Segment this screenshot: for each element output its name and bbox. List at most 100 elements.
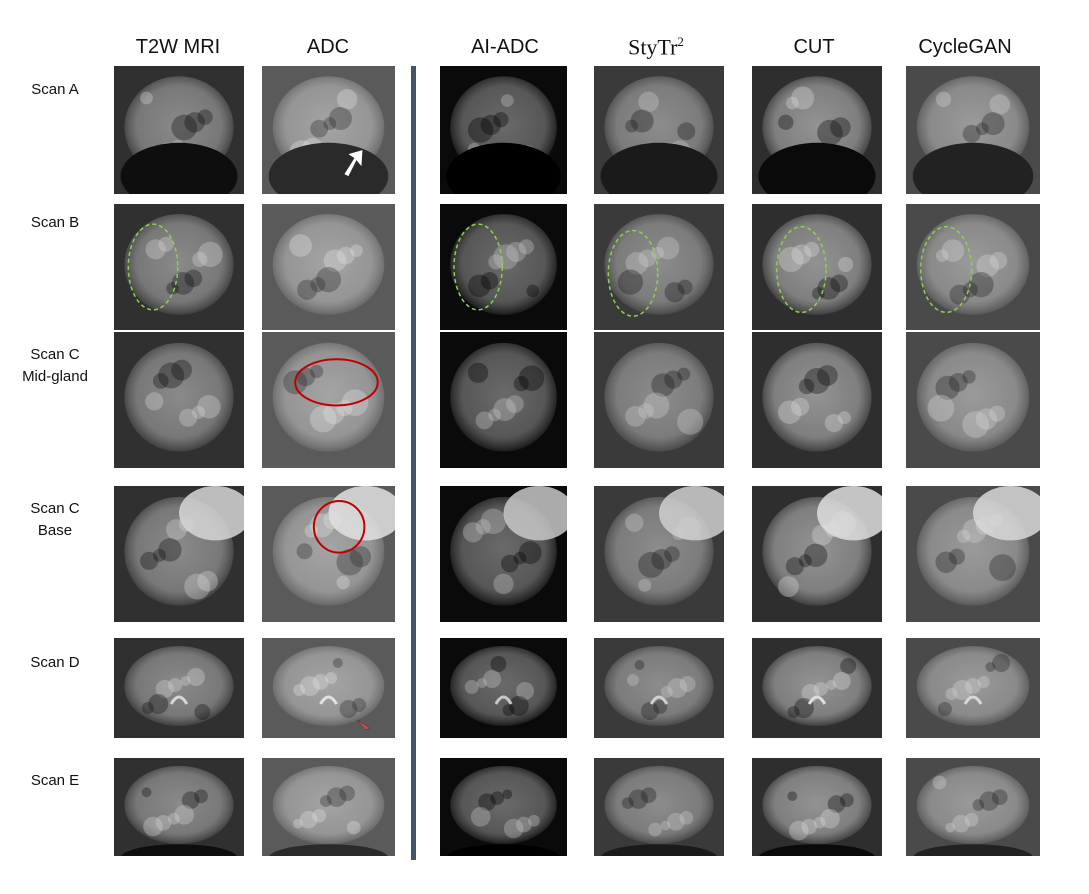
tissue-texture	[168, 678, 183, 692]
tissue-texture	[526, 284, 540, 298]
tissue-texture	[197, 241, 223, 267]
tissue-texture	[181, 791, 200, 809]
tissue-texture	[480, 272, 499, 290]
tissue-texture	[640, 787, 657, 804]
tissue-texture	[679, 810, 694, 825]
tissue-texture	[664, 546, 680, 562]
tissue-texture	[476, 678, 487, 688]
tissue-texture	[518, 365, 545, 391]
tissue-texture	[339, 785, 355, 802]
tissue-texture	[478, 793, 496, 811]
mri-image-d-adc	[262, 638, 395, 738]
tissue-texture	[638, 578, 652, 592]
tissue-texture	[798, 378, 815, 395]
tissue-texture	[804, 367, 830, 394]
tissue-texture	[643, 392, 670, 419]
tissue-texture	[812, 287, 825, 300]
column-header-stytr2: StyTr2	[576, 34, 736, 60]
red-arrow-icon	[357, 719, 371, 731]
column-header-cyclegan: CycleGAN	[918, 36, 1012, 58]
tissue-texture	[664, 370, 683, 389]
tissue-texture	[503, 818, 524, 839]
tissue-texture	[677, 367, 691, 381]
tissue-texture	[158, 362, 185, 389]
tissue-texture	[935, 249, 949, 262]
mri-image-d-stytr	[594, 638, 724, 738]
tissue-texture	[817, 365, 838, 386]
tissue-texture	[467, 362, 489, 383]
tissue-texture	[155, 680, 174, 698]
tissue-texture	[506, 395, 524, 413]
row-label-scan-d: Scan D	[0, 652, 110, 674]
tissue-texture	[328, 106, 352, 130]
mri-image-a-cyclegan	[906, 66, 1040, 194]
tissue-texture	[660, 820, 671, 831]
tissue-texture	[299, 810, 318, 829]
tissue-texture	[817, 119, 843, 146]
lesion-dashed-ellipse	[919, 225, 973, 314]
tissue-texture	[968, 272, 994, 298]
gland-tissue	[916, 342, 1030, 452]
tissue-texture	[480, 114, 501, 136]
bladder-region	[659, 486, 724, 541]
tissue-texture	[778, 576, 799, 598]
tissue-texture	[145, 239, 166, 260]
tissue-texture	[180, 676, 191, 686]
tissue-texture	[506, 241, 527, 262]
column-header-stytr2-label: StyTr	[628, 34, 678, 60]
tissue-texture	[490, 791, 505, 806]
tissue-texture	[158, 538, 182, 562]
tissue-texture	[638, 403, 654, 419]
tissue-texture	[493, 573, 514, 595]
tissue-texture	[309, 364, 324, 379]
mri-image-e-stytr	[594, 758, 724, 856]
rectum-region	[446, 844, 561, 856]
column-header-adc: ADC	[306, 36, 350, 58]
tissue-texture	[935, 551, 957, 573]
gland-tissue	[124, 646, 234, 726]
tissue-texture	[677, 408, 704, 435]
mri-image-c_mid-stytr	[594, 332, 724, 468]
tissue-texture	[977, 676, 990, 688]
tissue-texture	[962, 124, 981, 143]
tissue-texture	[490, 656, 507, 672]
tissue-texture	[964, 812, 979, 827]
tissue-texture	[502, 704, 515, 716]
tissue-texture	[475, 519, 491, 535]
tissue-texture	[840, 658, 857, 674]
tissue-texture	[817, 277, 841, 300]
rectum-region	[446, 142, 561, 194]
row-label-scan-c-mid: Scan C Mid-gland	[0, 344, 110, 388]
tissue-texture	[500, 554, 519, 573]
tissue-texture	[677, 122, 696, 141]
lesion-dashed-ellipse	[453, 223, 503, 311]
tissue-texture	[627, 674, 639, 686]
row-label-line: Scan C	[30, 346, 80, 363]
lesion-dashed-ellipse	[127, 223, 179, 311]
mri-image-a-cut	[752, 66, 882, 194]
tissue-texture	[981, 112, 1005, 136]
tissue-texture	[935, 91, 952, 107]
tissue-texture	[827, 795, 846, 813]
tissue-texture	[184, 573, 211, 600]
tissue-texture	[625, 405, 646, 427]
tissue-texture	[965, 678, 981, 694]
tissue-texture	[148, 694, 169, 714]
tissue-texture	[323, 117, 337, 130]
tissue-texture	[468, 274, 491, 298]
mri-image-d-aiadc	[440, 638, 567, 738]
gland-tissue	[762, 646, 872, 726]
mri-image-d-cyclegan	[906, 638, 1040, 738]
tissue-texture	[488, 408, 501, 422]
gland-tissue	[762, 342, 872, 452]
tissue-texture	[617, 269, 643, 295]
urethra-mark	[807, 695, 827, 705]
tissue-texture	[174, 805, 194, 825]
tissue-texture	[778, 114, 794, 130]
tissue-texture	[667, 678, 688, 698]
white-arrow-icon	[344, 150, 363, 177]
mri-image-a-stytr	[594, 66, 724, 194]
mri-image-b-t2w	[114, 204, 244, 330]
tissue-texture	[801, 818, 818, 835]
tissue-texture	[528, 814, 540, 827]
